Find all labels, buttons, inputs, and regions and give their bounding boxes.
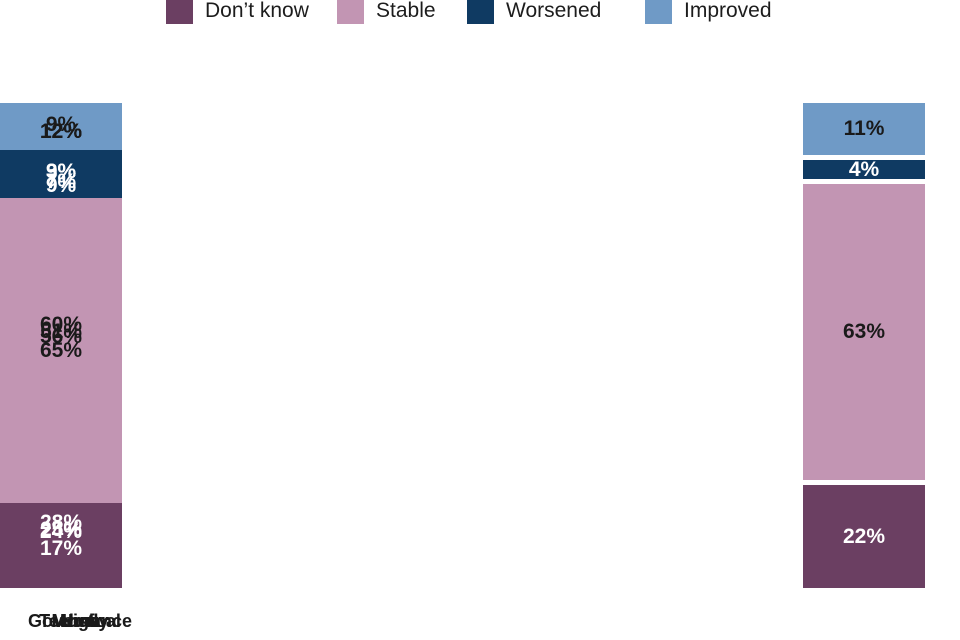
segment-dont-know: 17% — [0, 508, 122, 588]
segment-improved: 11% — [803, 103, 925, 155]
bar-high: 9% 9% 65% 17% — [0, 103, 122, 588]
segment-value-label: 9% — [45, 112, 77, 136]
segment-value-label: 12% — [39, 119, 83, 143]
legend-swatch-worsened — [467, 0, 494, 24]
segment-value-label: 22% — [842, 524, 886, 548]
segment-worsened: 4% — [803, 157, 925, 181]
segment-value-label: 12% — [39, 119, 83, 143]
segment-value-label: 9% — [45, 159, 77, 183]
legend-item-stable: Stable — [337, 0, 436, 25]
legend-label-improved: Improved — [684, 0, 772, 22]
category-label-governance: Governance — [27, 611, 133, 631]
segment-value-label: 65% — [39, 338, 83, 362]
legend-item-improved: Improved — [645, 0, 772, 25]
legend-label-dont-know: Don’t know — [205, 0, 309, 22]
legend-label-worsened: Worsened — [506, 0, 602, 22]
segment-stable: 65% — [0, 197, 122, 504]
segment-dont-know: 22% — [803, 484, 925, 588]
segment-value-label: 11% — [843, 117, 885, 141]
segment-value-label: 63% — [842, 320, 886, 344]
segment-improved: 9% — [0, 103, 122, 146]
legend-item-dont-know: Don’t know — [166, 0, 309, 25]
segment-value-label: 51% — [39, 320, 83, 344]
category-label-mostly: Mostly — [51, 611, 109, 631]
segment-value-label: 60% — [39, 313, 83, 336]
category-label-high: High — [60, 611, 100, 631]
category-label-low: Low — [62, 611, 98, 631]
segment-value-label: 3% — [45, 159, 77, 183]
segment-stable: 63% — [803, 183, 925, 480]
segment-value-label: 9% — [45, 174, 77, 198]
legend-swatch-improved — [645, 0, 672, 24]
bar-low: 11% 4% 63% 22% — [803, 103, 925, 588]
legend-swatch-dont-know — [166, 0, 193, 24]
segment-value-label: 25% — [39, 517, 83, 541]
legend-label-stable: Stable — [376, 0, 436, 22]
segment-value-label: 4% — [848, 157, 880, 181]
legend-swatch-stable — [337, 0, 364, 24]
segment-value-label: 28% — [39, 510, 83, 534]
segment-value-label: 12% — [39, 119, 83, 143]
category-label-technical: Technical — [39, 611, 121, 631]
segment-value-label: 17% — [39, 536, 83, 560]
segment-value-label: 56% — [39, 324, 83, 348]
segment-value-label: 7% — [45, 170, 77, 194]
segment-worsened: 9% — [0, 150, 122, 193]
segment-value-label: 24% — [39, 519, 83, 543]
legend-item-worsened: Worsened — [467, 0, 601, 25]
